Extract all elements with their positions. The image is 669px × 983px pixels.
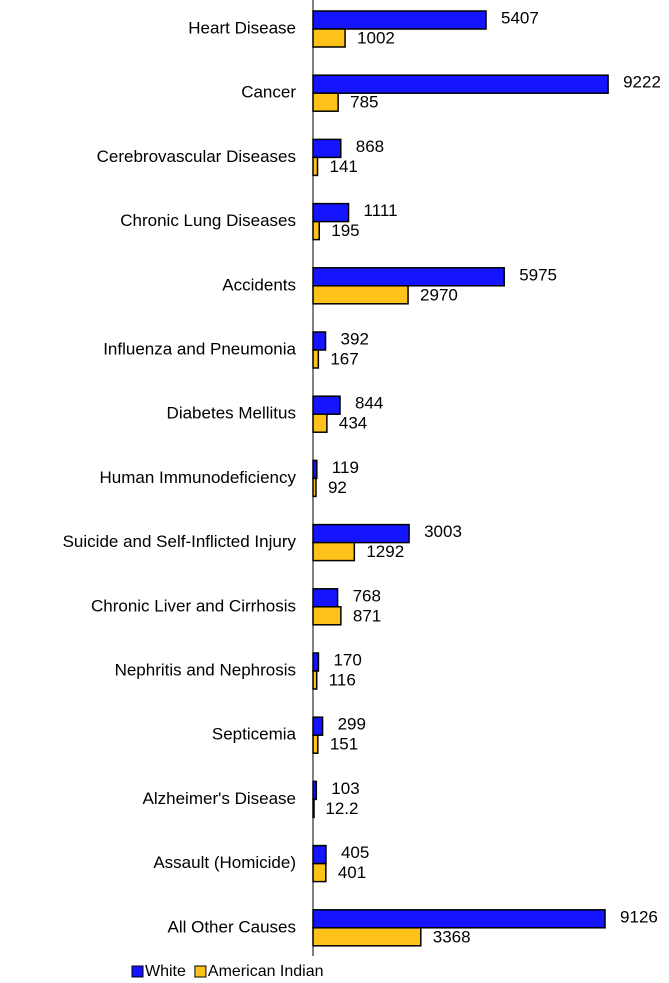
bar: [312, 670, 318, 690]
legend-label: American Indian: [208, 963, 324, 980]
value-label: 195: [331, 221, 359, 240]
value-label: 3003: [424, 522, 462, 541]
value-label: 2970: [420, 285, 458, 304]
value-label: 844: [355, 394, 383, 413]
bar: [312, 156, 319, 177]
y-tick-label: Septicemia: [212, 725, 297, 744]
legend-swatch: [194, 965, 207, 978]
legend-label: White: [145, 963, 186, 980]
value-label: 9222: [623, 73, 661, 92]
bar: [312, 523, 410, 544]
bar: [312, 652, 320, 672]
value-label: 170: [333, 650, 361, 669]
bar: [312, 541, 356, 562]
y-tick-label: Alzheimer's Disease: [143, 789, 296, 808]
value-label: 871: [353, 606, 381, 625]
y-tick-label: All Other Causes: [168, 917, 297, 936]
bar: [312, 285, 409, 305]
y-tick-label: Chronic Liver and Cirrhosis: [91, 596, 296, 615]
y-tick-label: Cancer: [241, 83, 296, 102]
bar: [312, 74, 609, 94]
value-label: 12.2: [325, 799, 358, 818]
bar: [312, 28, 346, 48]
bar: [312, 92, 339, 112]
bar: [312, 927, 422, 947]
y-tick-label: Human Immunodeficiency: [99, 468, 296, 487]
bar: [312, 220, 320, 241]
value-label: 1002: [357, 28, 395, 47]
value-label: 9126: [620, 907, 658, 926]
y-tick-label: Assault (Homicide): [153, 853, 296, 872]
value-label: 299: [338, 715, 366, 734]
bar: [312, 780, 318, 801]
legend-swatch: [131, 965, 144, 978]
bar: [312, 413, 328, 433]
y-tick-label: Accidents: [222, 275, 296, 294]
value-label: 434: [339, 414, 367, 433]
value-label: 103: [331, 779, 359, 798]
bar: [312, 267, 505, 287]
bar: [312, 862, 327, 883]
value-label: 1292: [366, 542, 404, 561]
bar: [312, 202, 350, 223]
value-label: 785: [350, 93, 378, 112]
value-label: 141: [330, 157, 358, 176]
y-tick-label: Influenza and Pneumonia: [103, 339, 296, 358]
value-label: 392: [341, 329, 369, 348]
value-label: 151: [330, 735, 358, 754]
bar: [312, 588, 339, 608]
value-label: 5407: [501, 8, 539, 27]
bar: [312, 477, 317, 498]
y-tick-label: Nephritis and Nephrosis: [115, 660, 296, 679]
value-label: 868: [356, 137, 384, 156]
bar: [312, 844, 327, 865]
bar: [312, 138, 342, 159]
value-label: 5975: [519, 265, 557, 284]
y-tick-label: Cerebrovascular Diseases: [97, 147, 296, 166]
value-label: 768: [353, 586, 381, 605]
value-label: 3368: [433, 927, 471, 946]
bar: [312, 10, 487, 30]
bar: [312, 798, 315, 819]
value-label: 119: [332, 458, 359, 477]
bar: [312, 909, 606, 929]
value-label: 405: [341, 843, 369, 862]
bar: [312, 734, 319, 754]
bar: [312, 331, 327, 351]
bar: [312, 459, 318, 480]
bar: [312, 395, 341, 415]
value-label: 401: [338, 863, 366, 882]
y-tick-label: Diabetes Mellitus: [167, 404, 296, 423]
value-label: 167: [330, 349, 358, 368]
y-tick-label: Suicide and Self-Inflicted Injury: [63, 532, 297, 551]
y-tick-label: Heart Disease: [188, 18, 296, 37]
value-label: 1111: [364, 201, 398, 220]
bar: [312, 716, 324, 736]
bar: [312, 349, 320, 369]
y-tick-label: Chronic Lung Diseases: [120, 211, 296, 230]
bar: [312, 606, 342, 626]
value-label: 92: [328, 478, 347, 497]
value-label: 116: [329, 670, 356, 689]
